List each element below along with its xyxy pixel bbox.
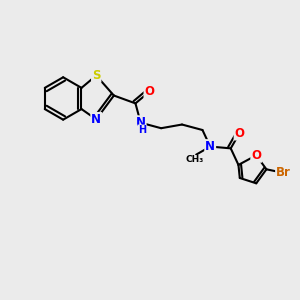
Text: N: N: [205, 140, 215, 153]
Text: N: N: [91, 113, 101, 126]
Text: CH₃: CH₃: [186, 155, 204, 164]
Text: O: O: [251, 149, 261, 162]
Text: H: H: [138, 125, 146, 135]
Text: O: O: [235, 127, 244, 140]
Text: N: N: [136, 116, 146, 129]
Text: O: O: [145, 85, 154, 98]
Text: Br: Br: [276, 167, 291, 179]
Text: S: S: [92, 69, 100, 82]
